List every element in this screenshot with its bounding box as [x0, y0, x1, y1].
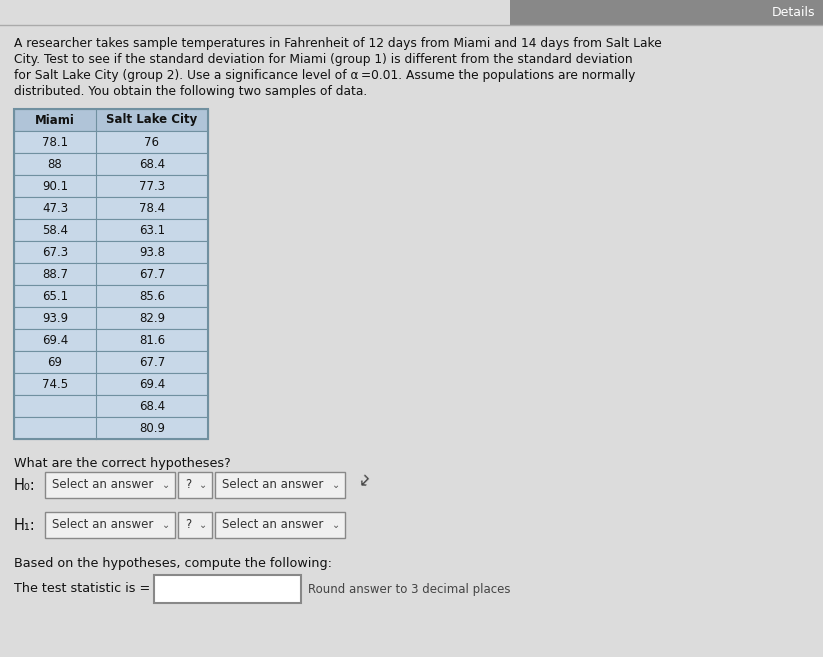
Text: 80.9: 80.9 — [139, 422, 165, 434]
Text: 68.4: 68.4 — [139, 158, 165, 171]
FancyBboxPatch shape — [14, 109, 208, 131]
Text: What are the correct hypotheses?: What are the correct hypotheses? — [14, 457, 230, 470]
FancyBboxPatch shape — [154, 575, 301, 603]
Text: 47.3: 47.3 — [42, 202, 68, 214]
FancyBboxPatch shape — [14, 175, 208, 197]
Text: City. Test to see if the standard deviation for Miami (group 1) is different fro: City. Test to see if the standard deviat… — [14, 53, 633, 66]
FancyBboxPatch shape — [14, 351, 208, 373]
Text: distributed. You obtain the following two samples of data.: distributed. You obtain the following tw… — [14, 85, 367, 98]
Text: 67.7: 67.7 — [139, 267, 165, 281]
Text: 82.9: 82.9 — [139, 311, 165, 325]
Text: 90.1: 90.1 — [42, 179, 68, 193]
FancyBboxPatch shape — [14, 263, 208, 285]
Text: Round answer to 3 decimal places: Round answer to 3 decimal places — [308, 583, 510, 595]
FancyBboxPatch shape — [14, 241, 208, 263]
Text: ↵: ↵ — [354, 470, 377, 492]
Text: ⌄: ⌄ — [332, 520, 340, 530]
Text: The test statistic is =: The test statistic is = — [14, 583, 151, 595]
Text: 76: 76 — [145, 135, 160, 148]
Text: 93.8: 93.8 — [139, 246, 165, 258]
Text: 74.5: 74.5 — [42, 378, 68, 390]
FancyBboxPatch shape — [14, 285, 208, 307]
FancyBboxPatch shape — [178, 472, 212, 498]
Text: 67.7: 67.7 — [139, 355, 165, 369]
FancyBboxPatch shape — [14, 417, 208, 439]
Text: ⌄: ⌄ — [199, 520, 207, 530]
FancyBboxPatch shape — [215, 472, 345, 498]
Text: H₁:: H₁: — [14, 518, 35, 533]
Text: 85.6: 85.6 — [139, 290, 165, 302]
Text: 69.4: 69.4 — [42, 334, 68, 346]
Text: 88: 88 — [48, 158, 63, 171]
FancyBboxPatch shape — [215, 512, 345, 538]
Text: 78.1: 78.1 — [42, 135, 68, 148]
Text: 58.4: 58.4 — [42, 223, 68, 237]
Text: A researcher takes sample temperatures in Fahrenheit of 12 days from Miami and 1: A researcher takes sample temperatures i… — [14, 37, 662, 50]
Text: 81.6: 81.6 — [139, 334, 165, 346]
FancyBboxPatch shape — [14, 395, 208, 417]
FancyBboxPatch shape — [14, 219, 208, 241]
Text: ⌄: ⌄ — [162, 520, 170, 530]
Text: 63.1: 63.1 — [139, 223, 165, 237]
FancyBboxPatch shape — [178, 512, 212, 538]
Text: ?: ? — [185, 518, 191, 532]
Text: 93.9: 93.9 — [42, 311, 68, 325]
FancyBboxPatch shape — [14, 329, 208, 351]
Text: Select an answer: Select an answer — [53, 478, 154, 491]
Text: 78.4: 78.4 — [139, 202, 165, 214]
Text: Select an answer: Select an answer — [222, 518, 323, 532]
Text: 77.3: 77.3 — [139, 179, 165, 193]
Text: 88.7: 88.7 — [42, 267, 68, 281]
FancyBboxPatch shape — [510, 0, 823, 25]
Text: 67.3: 67.3 — [42, 246, 68, 258]
Text: Based on the hypotheses, compute the following:: Based on the hypotheses, compute the fol… — [14, 557, 332, 570]
Text: 69.4: 69.4 — [139, 378, 165, 390]
Text: H₀:: H₀: — [14, 478, 35, 493]
FancyBboxPatch shape — [45, 512, 175, 538]
Text: Details: Details — [771, 6, 815, 19]
FancyBboxPatch shape — [45, 472, 175, 498]
FancyBboxPatch shape — [14, 131, 208, 153]
Text: 68.4: 68.4 — [139, 399, 165, 413]
Text: 65.1: 65.1 — [42, 290, 68, 302]
FancyBboxPatch shape — [14, 373, 208, 395]
Text: ⌄: ⌄ — [199, 480, 207, 490]
Text: Miami: Miami — [35, 114, 75, 127]
FancyBboxPatch shape — [14, 153, 208, 175]
FancyBboxPatch shape — [14, 197, 208, 219]
Text: ⌄: ⌄ — [332, 480, 340, 490]
Text: for Salt Lake City (group 2). Use a significance level of α =0.01. Assume the po: for Salt Lake City (group 2). Use a sign… — [14, 69, 635, 82]
Text: ?: ? — [185, 478, 191, 491]
Text: 69: 69 — [48, 355, 63, 369]
Text: Select an answer: Select an answer — [222, 478, 323, 491]
Text: Select an answer: Select an answer — [53, 518, 154, 532]
Text: Salt Lake City: Salt Lake City — [106, 114, 198, 127]
FancyBboxPatch shape — [14, 307, 208, 329]
Text: ⌄: ⌄ — [162, 480, 170, 490]
